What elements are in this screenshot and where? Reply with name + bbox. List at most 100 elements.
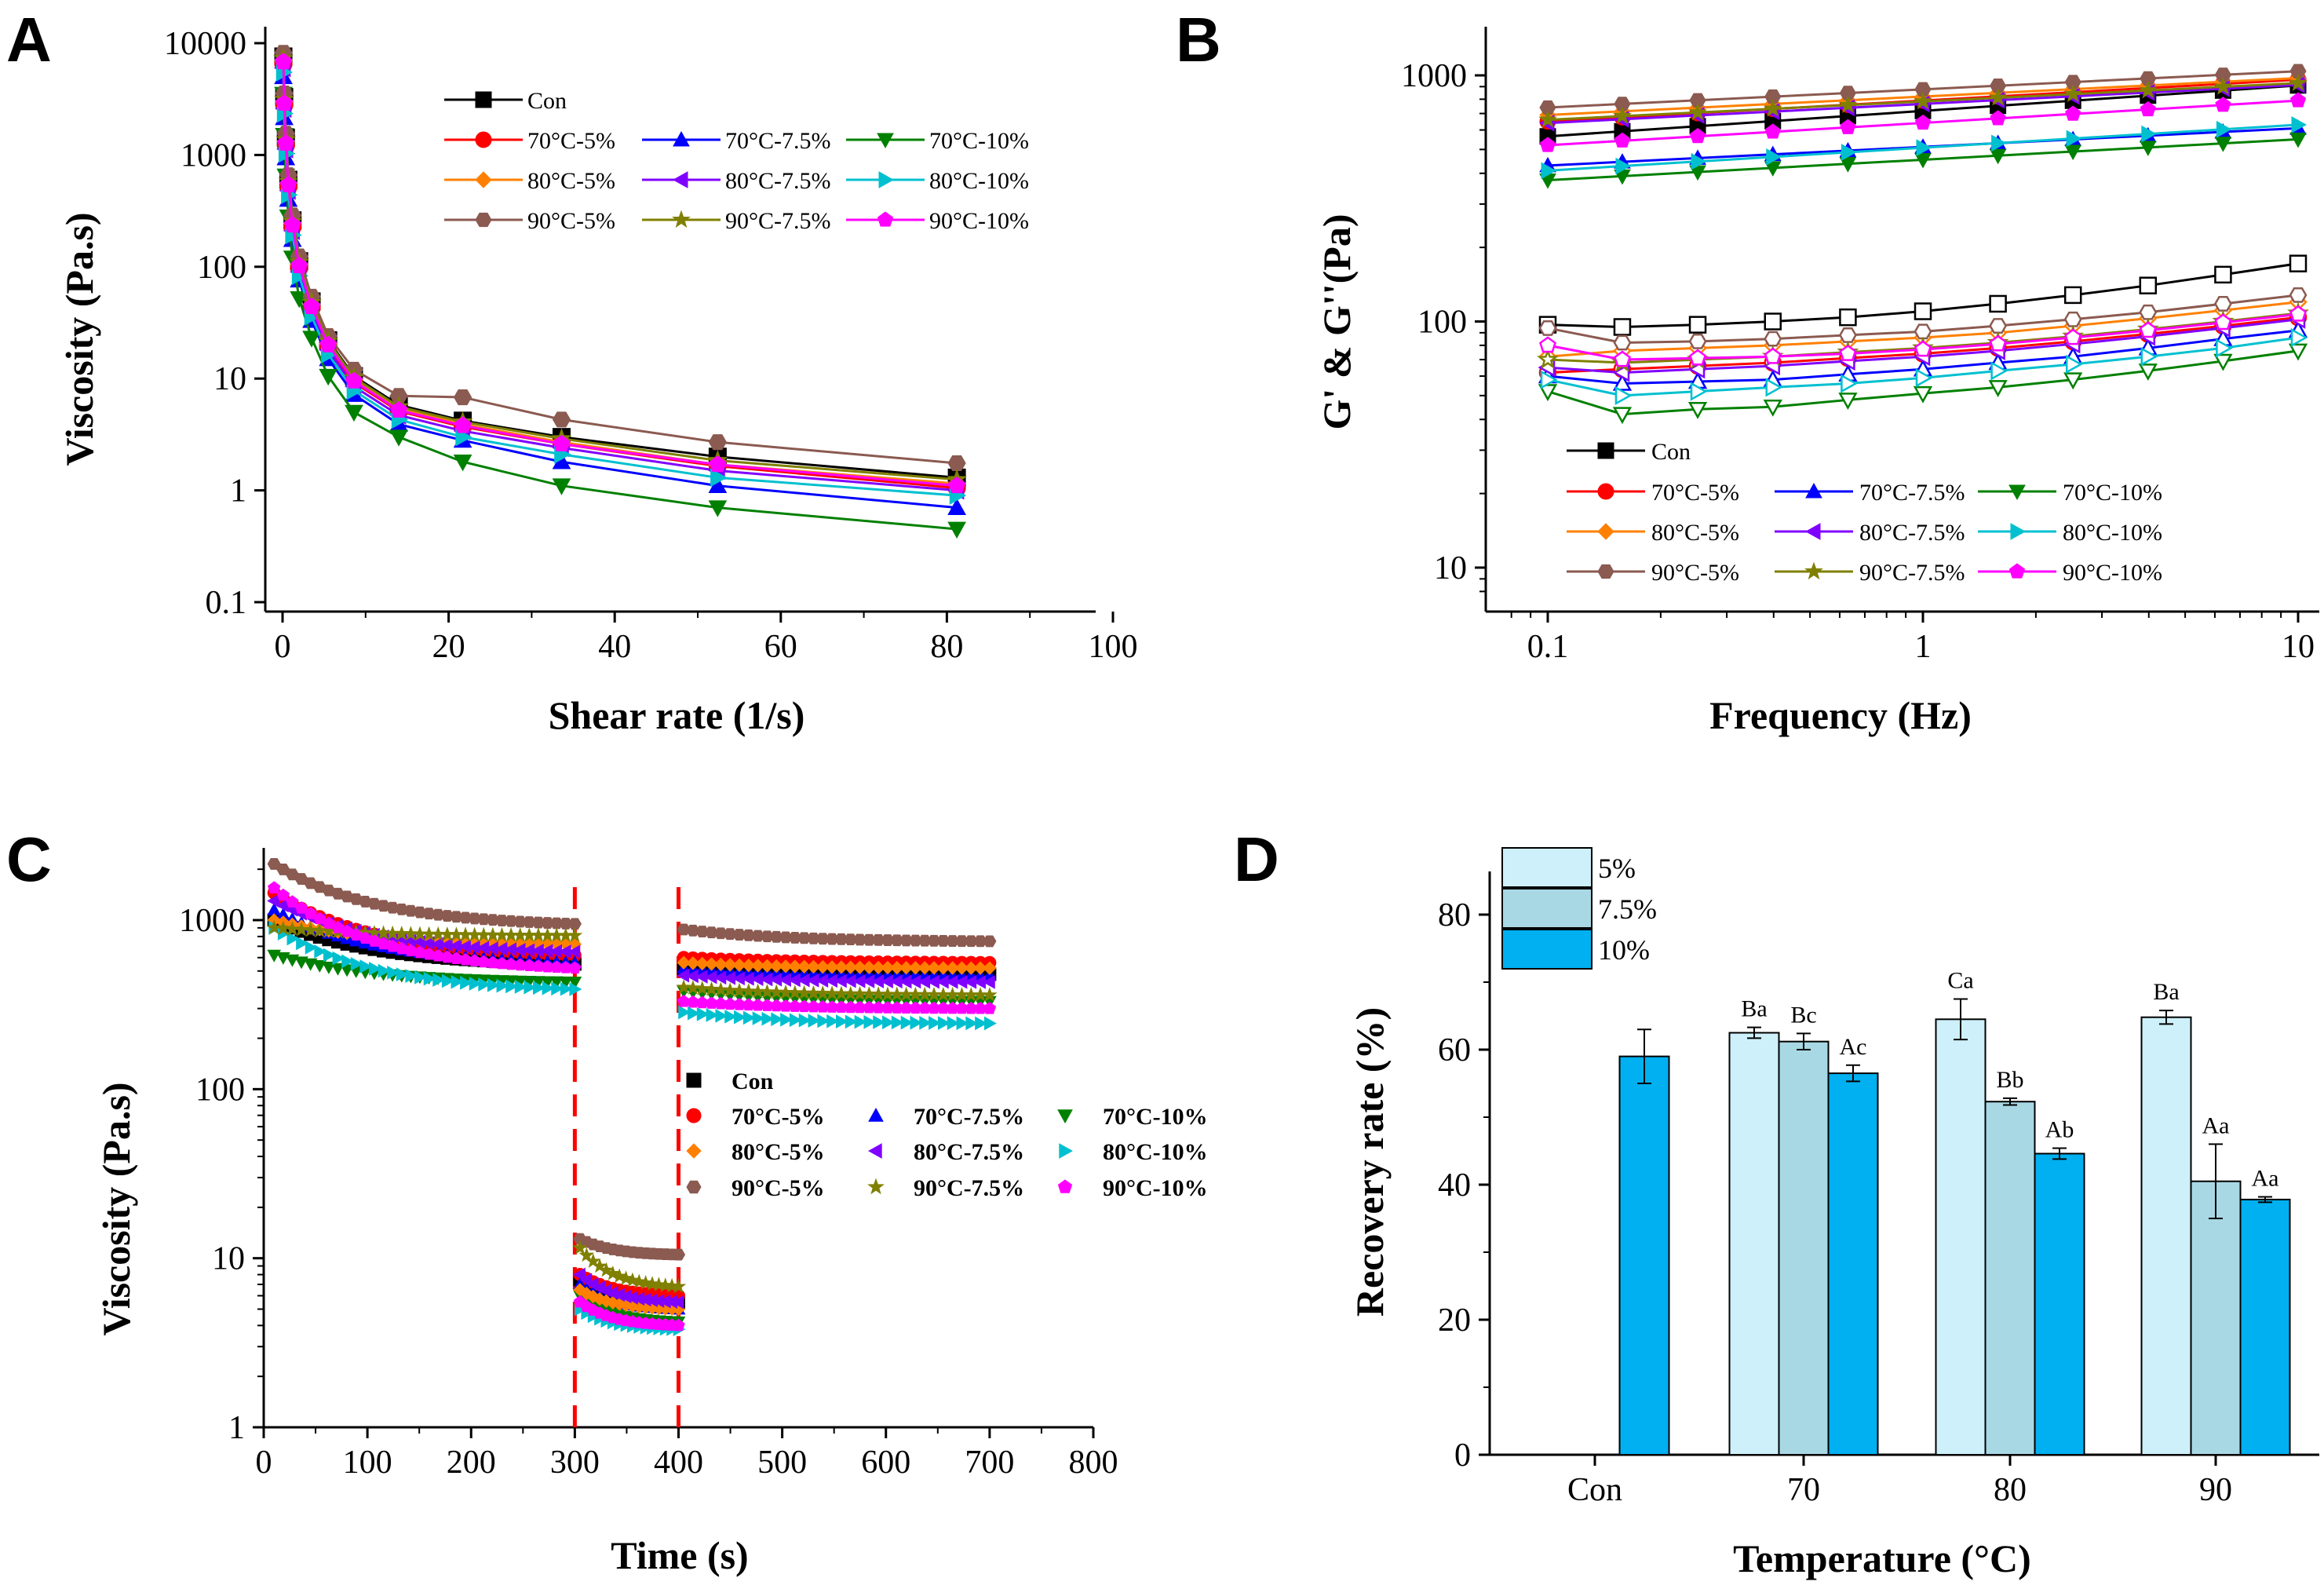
panel-c-point-90-7p5pct — [611, 1268, 627, 1284]
panel-b-gdoubleprime-point-70-10pct — [1612, 407, 1633, 425]
panel-c-point-90-7p5pct — [275, 920, 291, 936]
panel-b-legend-marker-80-10pct — [2010, 523, 2027, 540]
panel-b-gprime-point-90-10pct — [1914, 114, 1932, 130]
panel-c-point-90-5pct — [677, 923, 691, 936]
panel-c-point-80-10pct — [341, 954, 355, 969]
panel-c-point-80-5pct — [834, 960, 848, 974]
panel-c-point-90-5pct — [713, 927, 728, 940]
panel-b-gprime-point-90-5pct — [1614, 97, 1631, 111]
panel-a-legend-label-90-10pct: 90°C-10% — [929, 208, 1029, 234]
panel-b-gprime-point-90-7p5pct — [2289, 73, 2308, 91]
panel-letter-a: A — [6, 5, 52, 75]
panel-b-chart: 0.1 1 10 10 100 1000 Con 70°C-5% 70°C-7.5% 70°C-1… — [1401, 27, 2319, 665]
panel-c-point-80-10pct — [956, 1016, 969, 1031]
panel-c-point-90-5pct — [458, 911, 472, 924]
panel-b-gprime-point-90-7p5pct — [2213, 77, 2233, 95]
panel-b-legend: Con 70°C-5% 70°C-7.5% 70°C-10% 80°C-5% 80°C-7… — [1567, 439, 2162, 586]
panel-c-point-90-5pct — [760, 930, 774, 943]
panel-b-legend-label-80-10pct: 80°C-10% — [2063, 520, 2162, 546]
panel-b-y-tick-label: 10 — [1434, 550, 1467, 586]
panel-c-point-90-10pct — [359, 931, 372, 944]
panel-c-point-80-10pct — [919, 1016, 932, 1030]
panel-b-gdoubleprime-point-80-10pct — [1690, 382, 1708, 401]
panel-b-y-tick-label: 100 — [1417, 305, 1467, 341]
panel-b-gdoubleprime-point-con — [2289, 254, 2308, 272]
panel-c-point-90-5pct — [964, 935, 978, 948]
panel-d-legend-label-7p5pct: 7.5% — [1598, 893, 1657, 925]
panel-d-significance-label: Bc — [1790, 1002, 1816, 1028]
panel-a-x-tick-label: 0 — [275, 629, 291, 665]
panel-c-point-80-10pct — [560, 981, 573, 996]
panel-c-point-80-10pct — [305, 941, 318, 955]
panel-d-significance-label: Ba — [2153, 979, 2179, 1005]
panel-c-point-90-5pct — [973, 935, 987, 948]
panel-c-legend-label-90-10pct: 90°C-10% — [1103, 1175, 1208, 1201]
panel-c-point-90-5pct — [671, 1248, 686, 1261]
panel-b-gprime-point-90-7p5pct — [2063, 84, 2083, 102]
panel-c-point-80-5pct — [954, 961, 969, 975]
panel-c-point-80-5pct — [871, 960, 885, 975]
panel-b-gdoubleprime-point-con — [1989, 294, 2007, 313]
panel-b-gdoubleprime-point-90-5pct — [2213, 296, 2232, 312]
panel-a-xlabel: Shear rate (1/s) — [549, 693, 805, 737]
panel-a-legend-label-70-7p5pct: 70°C-7.5% — [725, 128, 831, 154]
panel-b-gprime-point-80-10pct — [1841, 144, 1857, 161]
panel-a-x-tick-label: 100 — [1089, 629, 1138, 665]
panel-c-point-90-5pct — [403, 904, 418, 917]
panel-b-gprime-point-70-10pct — [1839, 157, 1857, 173]
panel-c-point-90-5pct — [815, 933, 830, 945]
panel-c-point-80-10pct — [947, 1016, 960, 1031]
panel-c-y-tick-label: 1 — [228, 1410, 245, 1446]
panel-b-gdoubleprime-point-90-5pct — [2139, 304, 2158, 320]
panel-a-point-70-10pct — [302, 331, 321, 348]
panel-c-point-90-5pct — [449, 911, 464, 923]
panel-b-gdoubleprime-point-90-5pct — [1613, 334, 1632, 351]
panel-b-gprime-point-70-10pct — [2139, 141, 2157, 156]
panel-a-legend-label-con: Con — [527, 88, 567, 114]
panel-b-gdoubleprime-point-90-10pct — [1539, 336, 1556, 353]
panel-c-point-80-10pct — [296, 936, 309, 951]
panel-b-gprime-point-70-10pct — [2289, 132, 2307, 148]
panel-c-point-90-10pct — [568, 961, 582, 974]
panel-c-point-80-5pct — [686, 956, 700, 970]
panel-c-x-tick-label: 200 — [447, 1445, 496, 1481]
panel-b-x-tick-label: 10 — [2282, 629, 2315, 665]
panel-b-legend-label-con: Con — [1651, 439, 1691, 465]
panel-c-point-90-5pct — [742, 929, 756, 941]
panel-b-gprime-point-90-5pct — [2214, 68, 2231, 82]
panel-c-point-80-5pct — [806, 959, 821, 974]
panel-c-y-tick-label: 1000 — [179, 903, 245, 939]
panel-d-bar-7p5pct-80 — [1984, 1101, 2036, 1456]
panel-c-point-80-10pct — [487, 978, 500, 992]
panel-d-significance-label: Aa — [2202, 1112, 2230, 1138]
panel-b-gdoubleprime-point-70-7p5pct — [1612, 373, 1633, 391]
panel-c-legend-marker-90-7p5pct — [867, 1178, 885, 1195]
panel-c-point-80-5pct — [723, 958, 737, 972]
panel-c-point-80-10pct — [405, 969, 418, 983]
panel-b-gdoubleprime-point-90-10pct — [1839, 344, 1857, 361]
panel-b-gdoubleprime-point-90-5pct — [1989, 318, 2008, 334]
panel-d-x-tick-label: 80 — [1994, 1472, 2027, 1508]
panel-d-ylabel: Recovery rate (%) — [1348, 1007, 1392, 1317]
panel-b-gprime-point-80-10pct — [1541, 162, 1557, 180]
panel-c-point-80-10pct — [359, 959, 373, 973]
panel-b-legend-marker-70-7p5pct — [1805, 482, 1822, 499]
panel-c-point-80-10pct — [533, 981, 545, 995]
panel-c-point-80-10pct — [451, 974, 464, 989]
panel-d-chart: 0 20 40 60 80 Con 70 80 90 Ba Ca Ba Bc Bb Aa Ac Ab Aa 5% 7.… — [1438, 847, 2319, 1508]
panel-b-gprime-point-90-7p5pct — [2138, 80, 2158, 99]
panel-c-point-80-10pct — [863, 1015, 877, 1029]
panel-b-legend-marker-90-5pct — [1597, 564, 1614, 579]
panel-c-legend: Con 70°C-5% 70°C-7.5% 70°C-10% 80°C-5% 80°C-7… — [686, 1068, 1208, 1201]
panel-c-point-80-10pct — [505, 979, 519, 994]
panel-c-legend-marker-80-7p5pct — [867, 1143, 882, 1159]
panel-c-legend-marker-con — [686, 1072, 702, 1088]
panel-c-point-80-10pct — [891, 1015, 904, 1030]
panel-c-legend-marker-70-7p5pct — [868, 1107, 884, 1122]
panel-c-point-80-10pct — [387, 966, 400, 980]
panel-a-point-90-10pct — [302, 297, 321, 314]
panel-a-point-90-10pct — [275, 93, 294, 111]
panel-c-point-80-10pct — [724, 1009, 738, 1024]
panel-c-point-90-5pct — [522, 916, 536, 928]
panel-c-point-80-5pct — [677, 955, 691, 970]
